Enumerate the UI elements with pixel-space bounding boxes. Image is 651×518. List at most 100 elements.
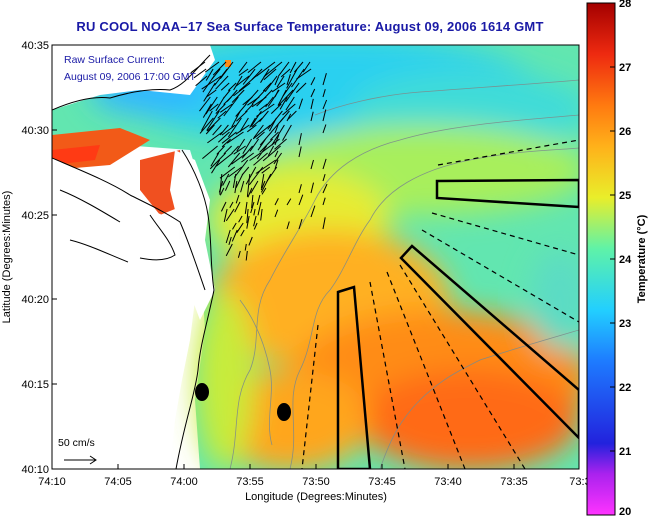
current-vector (238, 61, 248, 73)
current-vector (247, 96, 260, 106)
current-vector (260, 173, 272, 193)
current-vector (260, 68, 270, 83)
current-vector (220, 103, 233, 113)
current-vector (274, 76, 280, 86)
colorbar-tick: 28 (619, 0, 631, 10)
current-vector (244, 103, 254, 113)
current-vector (259, 138, 273, 153)
sector-dashed-lines (301, 139, 579, 469)
current-vector (244, 201, 248, 214)
current-vector (229, 201, 234, 208)
current-vector (219, 187, 225, 196)
x-tick-label: 73:55 (236, 476, 264, 488)
current-vector (261, 187, 267, 195)
current-vector (232, 173, 237, 188)
current-vector (221, 131, 237, 144)
scale-arrow (64, 455, 97, 465)
current-vector (217, 110, 227, 119)
current-vector (263, 68, 277, 81)
colorbar-tick: 23 (619, 318, 631, 330)
scale-label: 50 cm/s (58, 437, 95, 449)
current-vector (296, 68, 312, 80)
current-vector (245, 250, 248, 261)
current-vector (253, 208, 256, 216)
current-vector (280, 68, 291, 78)
sst-field (52, 45, 579, 469)
current-vector (257, 201, 262, 216)
current-vector (195, 75, 208, 87)
current-vector (279, 96, 288, 110)
current-vector (310, 205, 316, 218)
current-vector (322, 217, 326, 230)
current-vector (250, 180, 259, 194)
current-vector (277, 89, 287, 106)
current-vector (268, 117, 277, 132)
current-vector (220, 201, 227, 212)
current-vector (248, 236, 253, 246)
current-vector (235, 194, 240, 204)
current-vector (270, 117, 284, 133)
x-tick-label: 73:50 (302, 476, 330, 488)
y-tick-label: 40:15 (21, 379, 49, 391)
current-vector (247, 124, 257, 133)
x-tick-label: 73:3 (569, 476, 590, 488)
current-vector (235, 75, 250, 87)
current-vector (298, 146, 302, 158)
current-vector (270, 131, 279, 141)
current-vector (256, 194, 261, 206)
colorbar: 28 27 26 25 24 23 22 21 20 Temperature (… (586, 0, 648, 518)
current-vector (298, 218, 303, 230)
y-tick-label: 40:25 (21, 210, 49, 222)
colorbar-tick: 27 (619, 62, 631, 74)
current-vector (212, 124, 222, 136)
current-vector (260, 208, 263, 221)
current-vector (215, 96, 225, 112)
current-vector (231, 89, 245, 103)
current-vector (214, 68, 228, 86)
current-vector (253, 152, 268, 166)
current-vector (285, 82, 300, 102)
current-vector (286, 74, 291, 86)
current-vector (239, 117, 249, 133)
station-marker (277, 403, 291, 421)
current-vector (310, 98, 314, 110)
current-vector (228, 236, 232, 246)
colorbar-tick: 25 (619, 190, 631, 202)
current-vector (273, 152, 283, 165)
current-vector (248, 166, 264, 186)
current-vector (219, 166, 236, 179)
current-vector (215, 152, 234, 167)
current-vector (250, 201, 255, 214)
coastline (52, 54, 215, 469)
current-vector (263, 61, 283, 78)
current-vector (209, 103, 219, 112)
current-vector (253, 215, 257, 227)
current-vector (237, 250, 241, 258)
x-axis: 74:10 74:05 74:00 73:55 73:50 73:45 73:4… (38, 464, 591, 503)
current-vector (298, 98, 303, 110)
current-vector (228, 166, 243, 178)
colorbar-tick: 26 (619, 126, 631, 138)
current-vector (231, 229, 238, 242)
current-vector (233, 159, 249, 178)
current-vector (322, 99, 328, 110)
current-vector (310, 88, 316, 98)
current-vector (211, 159, 221, 174)
current-vector (322, 124, 327, 134)
current-vector (253, 124, 264, 139)
current-vector (236, 110, 248, 122)
current-vector (205, 68, 214, 81)
x-axis-label: Longitude (Degrees:Minutes) (245, 491, 387, 503)
x-tick-label: 74:00 (170, 476, 198, 488)
current-vector (289, 61, 297, 74)
current-vector (216, 145, 225, 155)
current-vector (262, 82, 272, 92)
current-vector (282, 103, 296, 116)
current-vector (285, 96, 295, 111)
current-vector (274, 159, 279, 170)
colorbar-tick: 24 (619, 254, 632, 266)
current-vector (286, 113, 292, 122)
current-vector (223, 96, 239, 117)
current-vector (274, 150, 279, 158)
current-vector (206, 110, 220, 131)
